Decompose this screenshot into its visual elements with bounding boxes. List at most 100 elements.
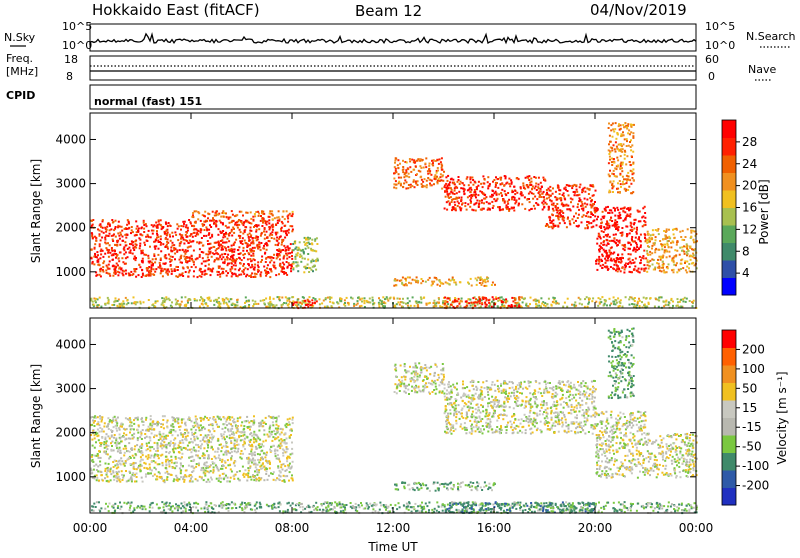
data-cell bbox=[499, 209, 501, 211]
data-cell bbox=[384, 305, 386, 307]
data-cell bbox=[99, 257, 101, 259]
data-cell bbox=[243, 224, 245, 226]
data-cell bbox=[249, 244, 251, 246]
data-cell bbox=[638, 268, 640, 270]
data-cell bbox=[170, 456, 172, 458]
data-cell bbox=[552, 204, 554, 206]
data-cell bbox=[214, 451, 216, 453]
data-cell bbox=[248, 221, 250, 223]
data-cell bbox=[312, 250, 314, 252]
data-cell bbox=[651, 245, 653, 247]
data-cell bbox=[185, 271, 187, 273]
data-cell bbox=[275, 234, 277, 236]
data-cell bbox=[675, 254, 677, 256]
data-cell bbox=[271, 210, 273, 212]
data-cell bbox=[601, 230, 603, 232]
data-cell bbox=[91, 454, 93, 456]
data-cell bbox=[217, 274, 219, 276]
data-cell bbox=[237, 417, 239, 419]
data-cell bbox=[240, 242, 242, 244]
data-cell bbox=[411, 159, 413, 161]
data-cell bbox=[102, 219, 104, 221]
data-cell bbox=[213, 261, 215, 263]
data-cell bbox=[397, 298, 399, 300]
data-cell bbox=[453, 182, 455, 184]
data-cell bbox=[266, 267, 268, 269]
data-cell bbox=[170, 440, 172, 442]
data-cell bbox=[270, 446, 272, 448]
data-cell bbox=[140, 418, 142, 420]
data-cell bbox=[160, 250, 162, 252]
data-cell bbox=[549, 216, 551, 218]
data-cell bbox=[244, 267, 246, 269]
data-cell bbox=[469, 299, 471, 301]
data-cell bbox=[405, 172, 407, 174]
data-cell bbox=[231, 235, 233, 237]
data-cell bbox=[630, 124, 632, 126]
data-cell bbox=[646, 271, 648, 273]
data-cell bbox=[114, 268, 116, 270]
data-cell bbox=[157, 300, 159, 302]
data-cell bbox=[671, 298, 673, 300]
data-cell bbox=[91, 456, 93, 458]
data-cell bbox=[475, 193, 477, 195]
data-cell bbox=[644, 237, 646, 239]
data-cell bbox=[691, 263, 693, 265]
data-cell bbox=[230, 442, 232, 444]
data-cell bbox=[224, 417, 226, 419]
data-cell bbox=[253, 226, 255, 228]
data-cell bbox=[553, 210, 555, 212]
data-cell bbox=[541, 202, 543, 204]
data-cell bbox=[215, 225, 217, 227]
data-cell bbox=[644, 212, 646, 214]
data-cell bbox=[405, 188, 407, 190]
data-cell bbox=[175, 234, 177, 236]
data-cell bbox=[180, 238, 182, 240]
data-cell bbox=[555, 215, 557, 217]
data-cell bbox=[286, 210, 288, 212]
data-cell bbox=[273, 471, 275, 473]
data-cell bbox=[551, 200, 553, 202]
data-cell bbox=[479, 282, 481, 284]
data-cell bbox=[611, 246, 613, 248]
data-cell bbox=[452, 193, 454, 195]
data-cell bbox=[616, 239, 618, 241]
data-cell bbox=[228, 430, 230, 432]
data-cell bbox=[243, 263, 245, 265]
data-cell bbox=[541, 196, 543, 198]
data-cell bbox=[146, 445, 148, 447]
data-cell bbox=[508, 183, 510, 185]
data-cell bbox=[138, 449, 140, 451]
data-cell bbox=[269, 467, 271, 469]
data-cell bbox=[92, 301, 94, 303]
data-cell bbox=[476, 200, 478, 202]
data-cell bbox=[452, 179, 454, 181]
data-cell bbox=[573, 191, 575, 193]
data-cell bbox=[311, 299, 313, 301]
data-cell bbox=[181, 234, 183, 236]
data-cell bbox=[167, 269, 169, 271]
data-cell bbox=[648, 233, 650, 235]
data-cell bbox=[117, 300, 119, 302]
data-cell bbox=[148, 299, 150, 301]
data-cell bbox=[189, 221, 191, 223]
data-cell bbox=[191, 225, 193, 227]
data-cell bbox=[236, 301, 238, 303]
data-cell bbox=[626, 140, 628, 142]
data-cell bbox=[426, 186, 428, 188]
data-cell bbox=[281, 227, 283, 229]
data-cell bbox=[261, 225, 263, 227]
data-cell bbox=[258, 422, 260, 424]
data-cell bbox=[256, 224, 258, 226]
data-cell bbox=[227, 254, 229, 256]
data-cell bbox=[525, 177, 527, 179]
data-cell bbox=[520, 191, 522, 193]
data-cell bbox=[268, 226, 270, 228]
colorbar-segment bbox=[722, 190, 736, 208]
data-cell bbox=[146, 443, 148, 445]
data-cell bbox=[609, 156, 611, 158]
data-cell bbox=[109, 233, 111, 235]
data-cell bbox=[567, 217, 569, 219]
data-cell bbox=[104, 447, 106, 449]
data-cell bbox=[290, 243, 292, 245]
